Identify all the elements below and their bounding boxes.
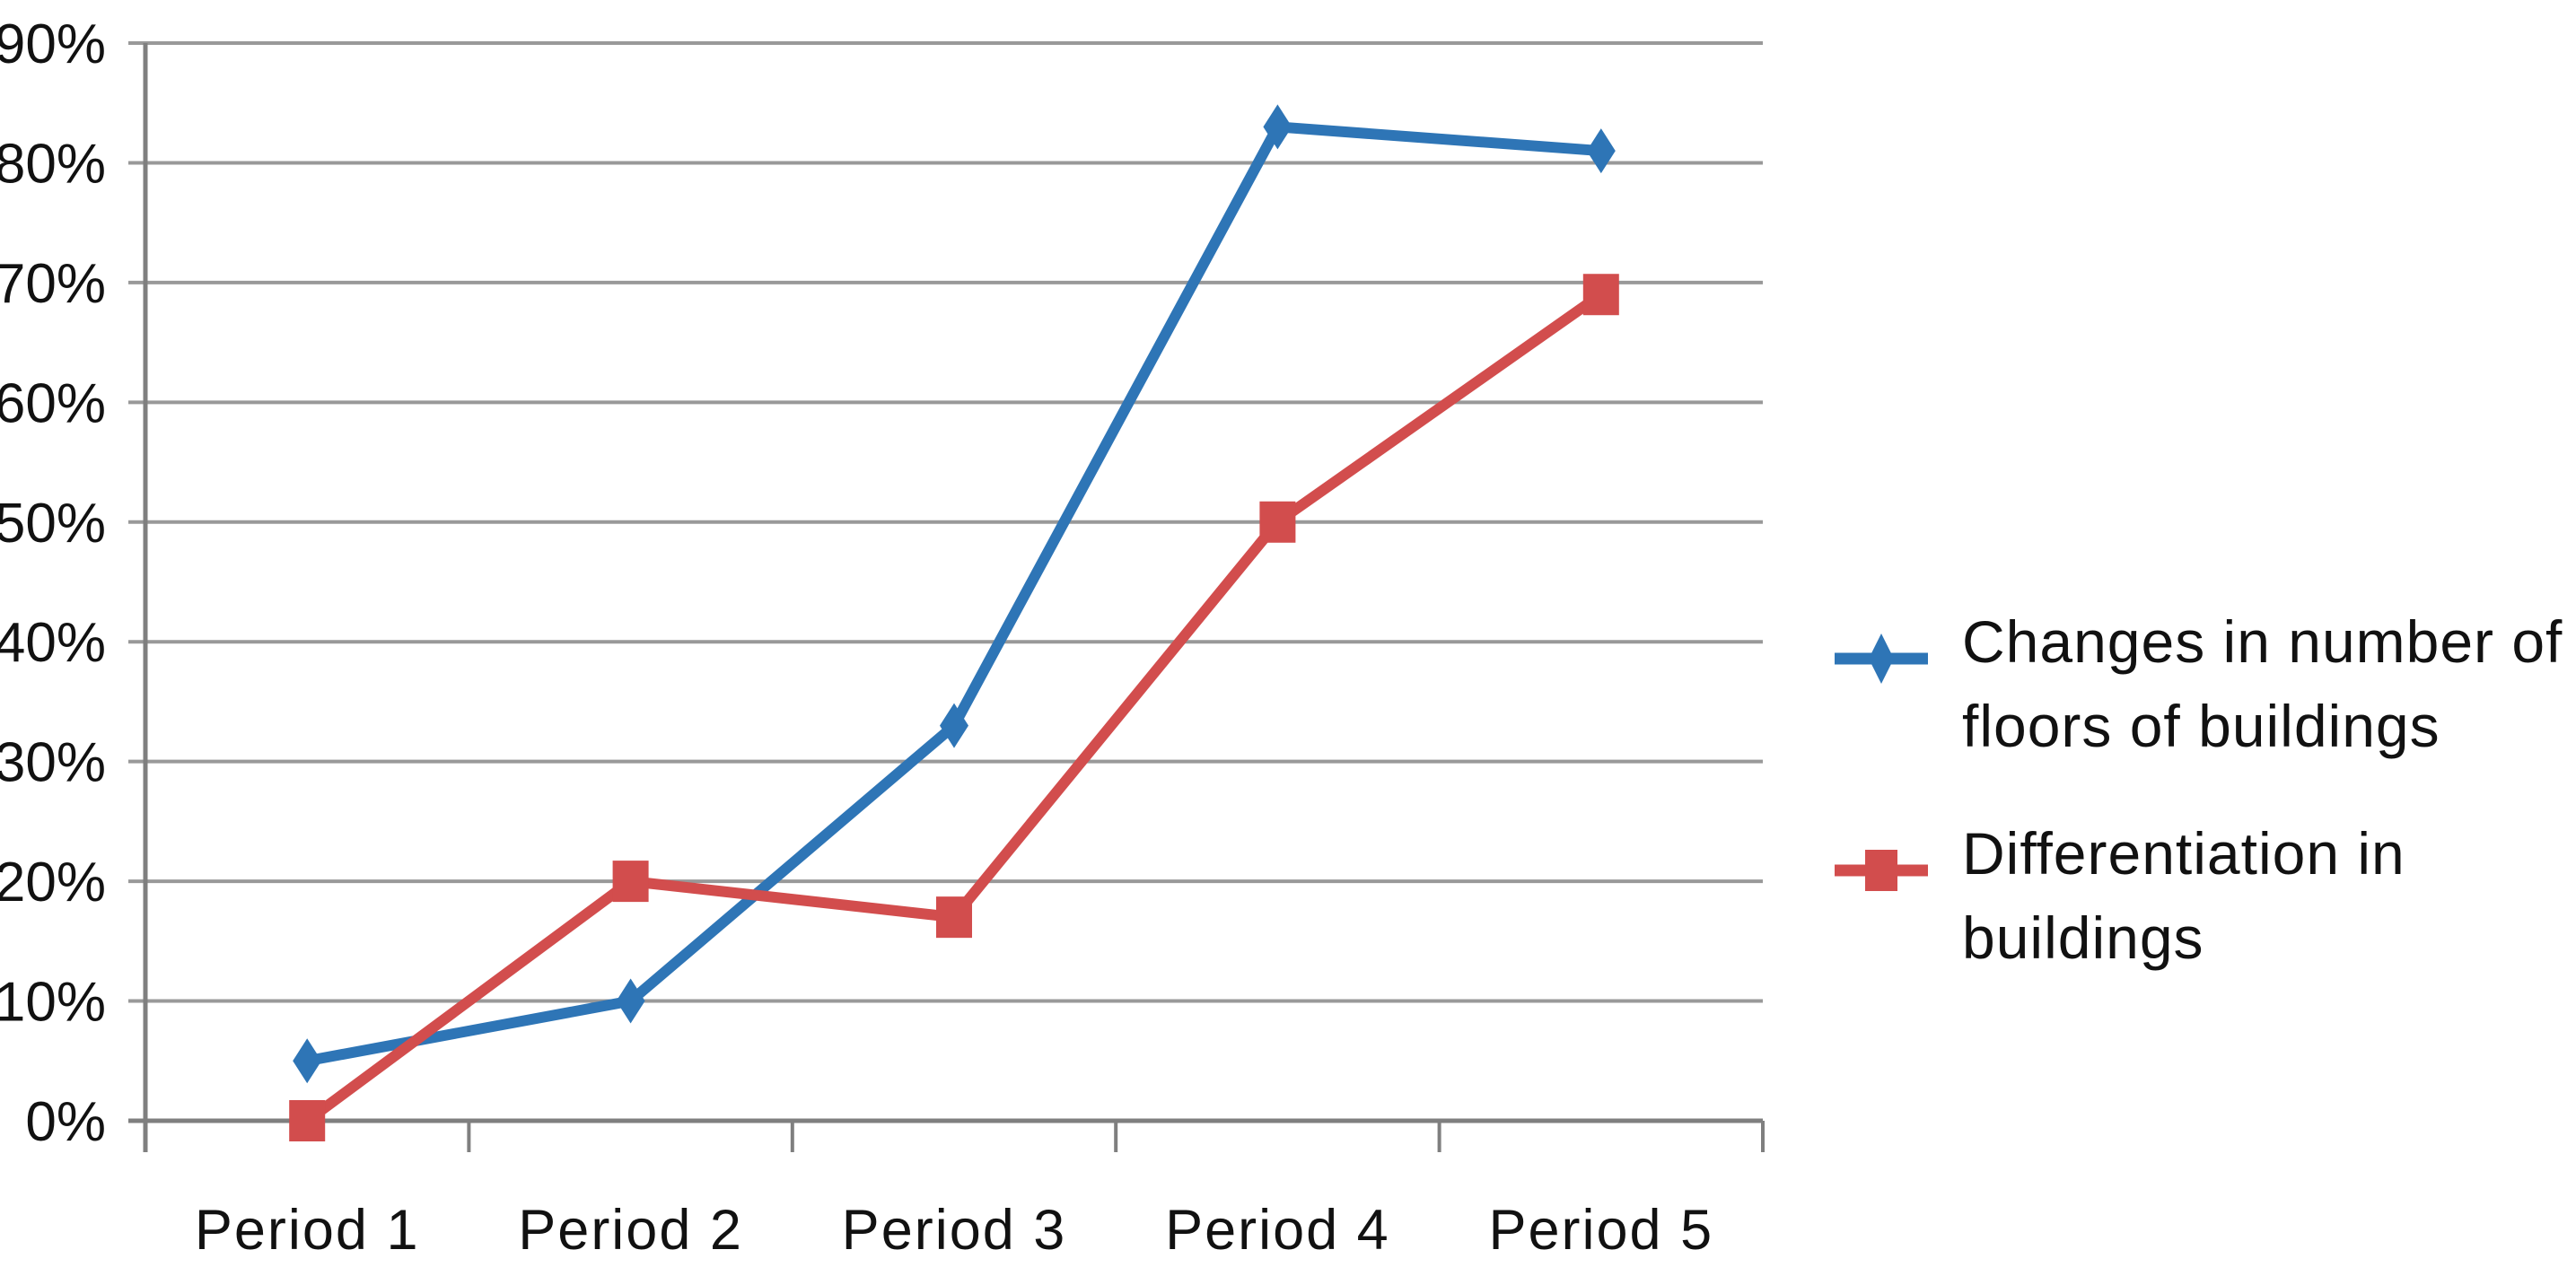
x-tick-label: Period 3 — [842, 1199, 1067, 1262]
data-point-diamond — [616, 978, 645, 1024]
x-tick-label: Period 4 — [1165, 1199, 1390, 1262]
y-tick-label: 0% — [25, 1091, 106, 1153]
y-tick-label: 50% — [0, 493, 106, 555]
data-point-square — [612, 861, 649, 903]
y-tick-label: 90% — [0, 13, 106, 75]
data-point-square — [289, 1100, 326, 1141]
y-tick-label: 80% — [0, 133, 106, 195]
y-tick-label: 40% — [0, 612, 106, 674]
data-point-square — [1259, 501, 1296, 543]
data-point-diamond — [293, 1038, 322, 1084]
y-tick-label: 70% — [0, 253, 106, 315]
x-tick-label: Period 5 — [1488, 1199, 1713, 1262]
y-tick-label: 10% — [0, 972, 106, 1034]
legend-item-differentiation: Differentiation in buildings — [1831, 811, 2576, 980]
y-tick-label: 60% — [0, 372, 106, 434]
x-tick-label: Period 1 — [195, 1199, 420, 1262]
legend-label: Changes in number of floors of buildings — [1962, 608, 2563, 759]
data-point-square — [1582, 274, 1619, 316]
legend-item-changes-in-floors: Changes in number of floors of buildings — [1831, 599, 2576, 768]
y-tick-label: 20% — [0, 852, 106, 913]
y-tick-label: 30% — [0, 732, 106, 794]
x-tick-label: Period 2 — [518, 1199, 743, 1262]
data-point-diamond — [940, 703, 968, 748]
data-point-diamond — [1586, 128, 1616, 174]
legend-line-square-icon — [1835, 850, 1928, 891]
data-point-square — [936, 896, 972, 939]
legend-line-diamond-icon — [1835, 634, 1928, 684]
data-point-diamond — [1263, 104, 1292, 150]
legend-label: Differentiation in buildings — [1962, 820, 2405, 971]
